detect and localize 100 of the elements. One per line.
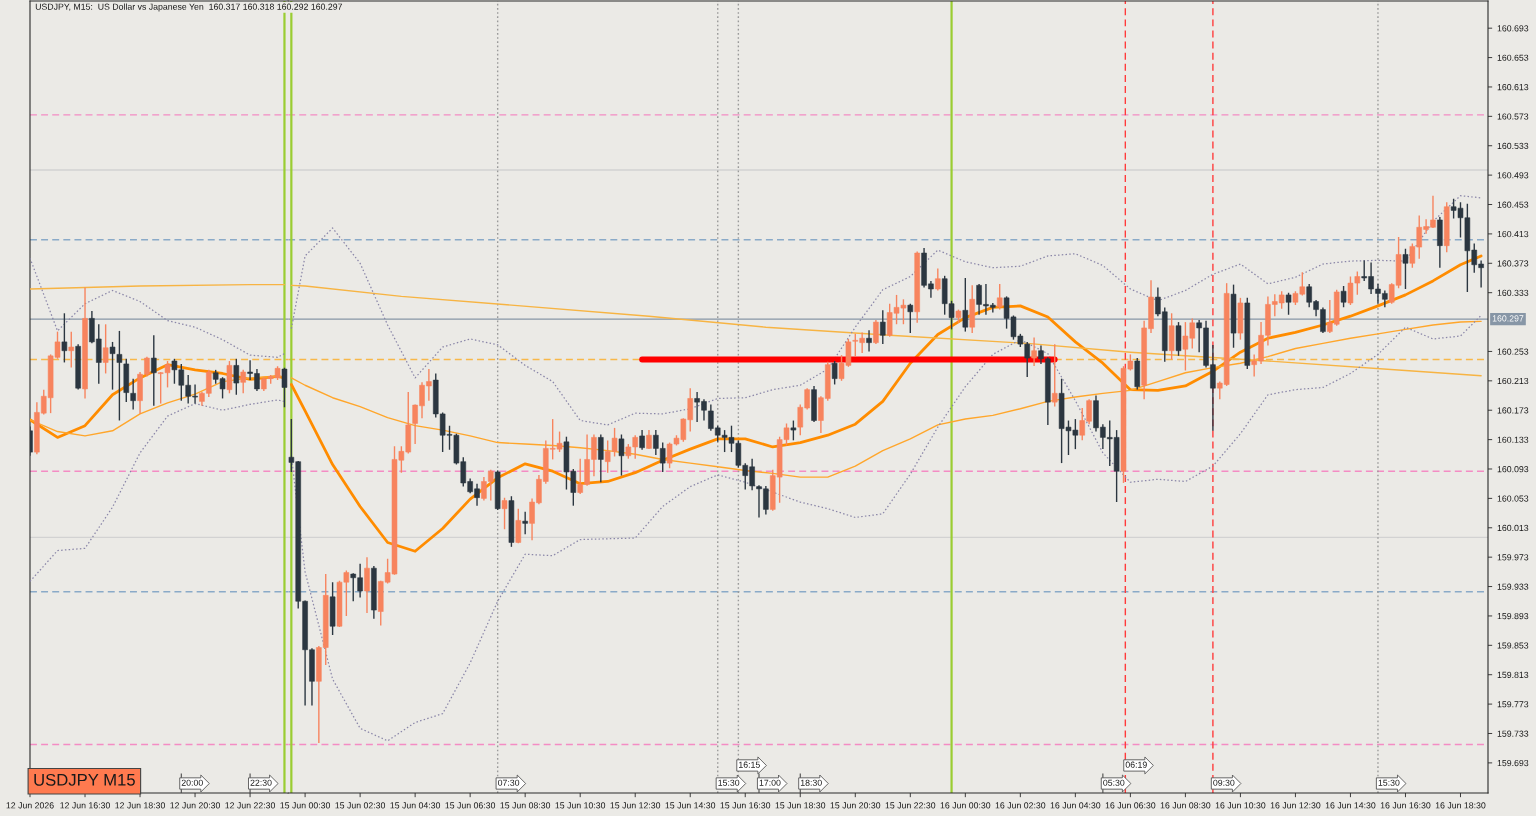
x-tick-label: 12 Jun 20:30 [170,802,221,809]
candlestick [1031,337,1037,367]
line-series [289,254,1483,553]
ref-line-label: 15:30 [1378,779,1400,786]
y-tick-label: 160.133 [1497,436,1529,443]
annotation: USDJPY M15 [34,773,135,786]
x-tick-label: 12 Jun 22:30 [225,802,276,809]
y-tick-label: 160.573 [1497,113,1529,120]
candlestick [831,361,838,385]
x-tick-label: 16 Jun 08:30 [1160,802,1211,809]
ref-line-label: 07:30 [498,779,520,786]
ref-line-label: 160.297 [1492,315,1524,322]
candlestick [880,310,886,345]
ref-line-label: 17:00 [759,779,781,786]
y-tick-label: 159.733 [1497,730,1529,737]
x-tick-label: 16 Jun 04:30 [1050,802,1101,809]
candlestick [501,497,508,530]
candlestick [1051,344,1058,407]
y-tick-label: 159.893 [1497,613,1529,620]
x-tick-label: 15 Jun 18:30 [775,802,826,809]
y-tick-label: 160.413 [1497,230,1529,238]
x-tick-label: 15 Jun 06:30 [445,802,496,809]
candlestick [1340,286,1347,308]
candlestick [962,278,969,332]
x-tick-label: 15 Jun 14:30 [665,802,716,809]
ref-line-label: 05:30 [1103,779,1125,786]
y-tick-label: 160.013 [1497,524,1529,532]
candlestick [102,324,109,374]
candlestick [873,319,879,345]
x-tick-label: 15 Jun 12:30 [610,802,661,809]
candlestick [240,369,246,394]
y-tick-label: 160.253 [1497,348,1529,355]
x-tick-label: 15 Jun 08:30 [500,802,551,809]
candlestick [1402,248,1409,289]
x-tick-label: 12 Jun 2026 [6,802,54,809]
x-tick-label: 16 Jun 12:30 [1270,802,1321,809]
candlestick [151,335,157,406]
candlestick [522,511,528,535]
y-tick-label: 159.773 [1497,701,1529,708]
candlestick [618,434,625,476]
line-series [290,314,1482,742]
line-series [290,320,1482,478]
y-tick-label: 160.333 [1497,289,1529,296]
y-tick-label: 159.853 [1497,642,1529,649]
x-tick-label: 16 Jun 02:30 [995,802,1046,809]
candlestick [233,358,240,395]
candlestick [61,313,68,363]
x-tick-label: 15 Jun 16:30 [720,802,771,809]
x-tick-label: 12 Jun 16:30 [60,802,110,809]
candlestick [907,303,914,334]
candlestick [130,378,136,410]
candlestick [515,508,522,544]
y-tick-label: 160.653 [1497,54,1529,61]
y-tick-label: 160.613 [1497,84,1529,91]
candlestick [109,341,116,390]
y-tick-label: 160.093 [1497,466,1529,473]
x-tick-label: 16 Jun 10:30 [1215,802,1266,809]
y-tick-label: 159.693 [1497,759,1529,767]
candlestick [68,331,75,368]
y-tick-label: 160.453 [1497,201,1529,208]
y-tick-label: 159.933 [1497,583,1529,590]
x-tick-label: 16 Jun 16:30 [1380,802,1431,809]
y-tick-label: 160.373 [1497,260,1529,267]
y-tick-label: 160.173 [1497,407,1529,414]
candlestick [598,434,604,483]
x-tick-label: 15 Jun 10:30 [555,802,606,809]
y-tick-label: 159.973 [1497,554,1529,561]
x-tick-label: 16 Jun 06:30 [1105,802,1156,809]
x-tick-label: 15 Jun 22:30 [885,802,936,809]
y-tick-label: 160.493 [1497,172,1529,179]
candlestick [364,557,370,613]
x-tick-label: 15 Jun 04:30 [390,802,441,809]
ref-line-label: 06:19 [1125,761,1147,768]
ref-line-label: 20:00 [181,779,203,786]
ref-line-label: 15:30 [718,779,740,786]
line-series [290,195,1482,426]
ref-line-label: 22:30 [250,779,272,786]
x-tick-label: 15 Jun 02:30 [335,802,386,809]
ref-line-label: 09:30 [1213,779,1235,786]
x-tick-label: 12 Jun 18:30 [115,802,165,809]
x-tick-label: 15 Jun 20:30 [830,802,881,809]
ref-line-label: 16:15 [739,761,760,768]
x-tick-label: 16 Jun 14:30 [1325,802,1376,809]
x-tick-label: 16 Jun 18:30 [1435,802,1486,809]
y-tick-label: 159.813 [1497,671,1529,678]
candlestick [866,330,872,352]
ref-line-label: 18:30 [800,779,822,786]
x-tick-label: 16 Jun 00:30 [940,802,991,809]
candlestick [935,268,941,291]
chart-title: USDJPY, M15: US Dollar vs Japanese Yen 160.317 160.318 160.292 160.297 [35,3,343,12]
y-tick-label: 160.213 [1497,377,1529,385]
candlestick [281,367,288,408]
line-series [290,284,1482,377]
x-tick-label: 15 Jun 00:30 [280,802,331,809]
y-tick-label: 160.693 [1497,25,1529,32]
y-tick-label: 160.533 [1497,142,1529,149]
candlestick [639,430,645,450]
y-tick-label: 160.053 [1497,495,1529,502]
candlestick [790,420,797,441]
candlestick [116,330,123,421]
